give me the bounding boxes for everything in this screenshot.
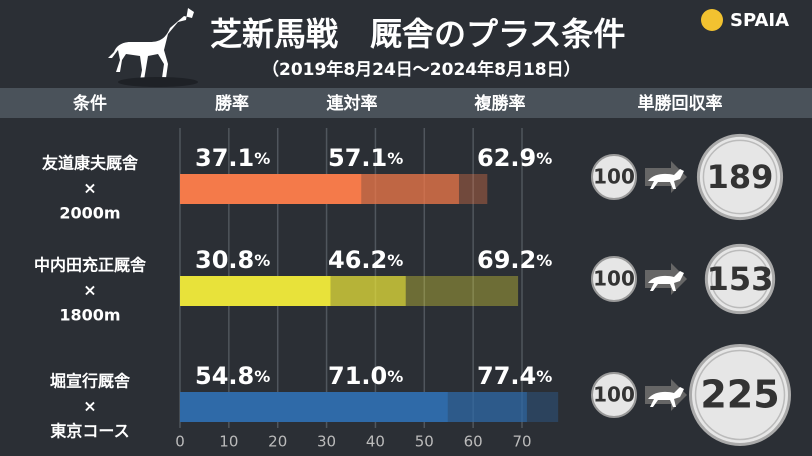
- base-value: 100: [593, 267, 635, 291]
- x-tick-label: 70: [512, 433, 531, 451]
- base-circle: [591, 256, 637, 302]
- value-label: 46.2%: [328, 246, 403, 274]
- base-value: 100: [593, 165, 635, 189]
- base-circle: [591, 372, 637, 418]
- title: 芝新馬戦 厩舎のプラス条件: [210, 15, 625, 53]
- recovery-circle: [689, 344, 791, 446]
- x-tick-label: 10: [219, 433, 238, 451]
- x-tick-label: 60: [464, 433, 483, 451]
- column-header: 条件: [72, 93, 107, 114]
- bar: [180, 392, 448, 422]
- horse-icon: [108, 8, 194, 80]
- value-label: 71.0%: [328, 362, 403, 390]
- row-label: 2000m: [59, 204, 120, 223]
- row-label: ×: [83, 397, 96, 416]
- bar: [180, 276, 331, 306]
- column-header: 複勝率: [474, 93, 526, 114]
- recovery-value: 225: [700, 373, 779, 417]
- recovery-value: 153: [707, 260, 774, 298]
- row-label: 友道康夫厩舎: [42, 154, 139, 173]
- recovery-circle: [704, 243, 776, 315]
- base-circle: [591, 154, 637, 200]
- recovery-ring: [694, 349, 786, 441]
- value-label: 69.2%: [477, 246, 552, 274]
- value-label: 62.9%: [477, 144, 552, 172]
- recovery-ring: [710, 249, 770, 309]
- value-label: 30.8%: [195, 246, 270, 274]
- column-header: 単勝回収率: [638, 93, 723, 114]
- recovery-ring: [702, 139, 778, 215]
- recovery-circle: [696, 133, 784, 221]
- x-tick-label: 40: [366, 433, 385, 451]
- value-label: 37.1%: [195, 144, 270, 172]
- row-label: ×: [83, 281, 96, 300]
- value-label: 54.8%: [195, 362, 270, 390]
- value-label: 57.1%: [328, 144, 403, 172]
- horse-run: [648, 387, 684, 407]
- brand: SPAIA: [730, 10, 789, 31]
- bar: [180, 174, 362, 204]
- row-label: 東京コース: [50, 422, 129, 441]
- x-tick-label: 20: [268, 433, 287, 451]
- horse-shadow: [118, 77, 198, 87]
- row-label: 中内田充正厩舎: [34, 256, 147, 275]
- row-label: 堀宣行厩舎: [50, 372, 131, 391]
- horse-run: [648, 169, 684, 189]
- row-label: 1800m: [59, 306, 120, 325]
- row-label: ×: [83, 179, 96, 198]
- brand-logo: [701, 9, 723, 31]
- x-tick-label: 50: [415, 433, 434, 451]
- header-bar: [0, 88, 812, 118]
- x-tick-label: 30: [317, 433, 336, 451]
- horse-run: [648, 271, 684, 291]
- subtitle: （2019年8月24日〜2024年8月18日）: [262, 59, 581, 80]
- recovery-value: 189: [707, 158, 774, 196]
- value-label: 77.4%: [477, 362, 552, 390]
- base-value: 100: [593, 383, 635, 407]
- x-tick-label: 0: [175, 433, 185, 451]
- column-header: 連対率: [327, 93, 378, 114]
- column-header: 勝率: [215, 93, 249, 114]
